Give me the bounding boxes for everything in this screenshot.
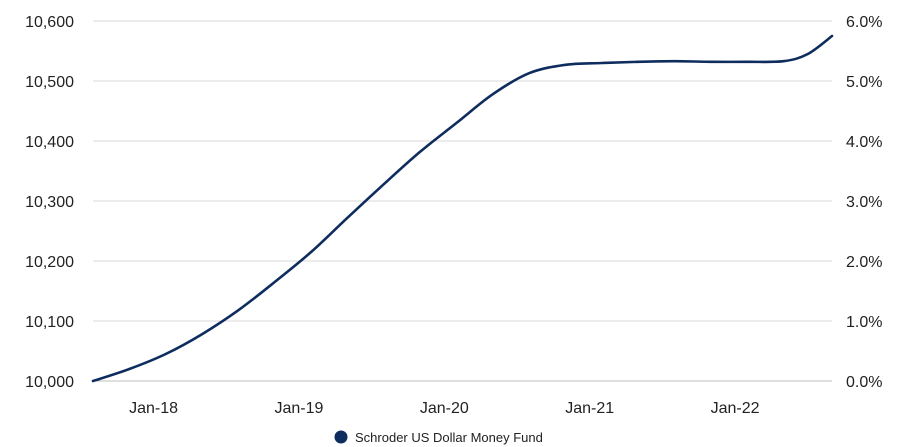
y-left-tick-label: 10,000	[25, 374, 74, 391]
series-line	[91, 34, 834, 383]
y-right-tick-label: 5.0%	[846, 74, 882, 91]
y-right-tick-label: 4.0%	[846, 134, 882, 151]
legend: Schroder US Dollar Money Fund	[334, 430, 543, 445]
x-tick-label: Jan-18	[129, 400, 178, 417]
series-group	[91, 34, 834, 383]
y-axis-right: 0.0% 1.0% 2.0% 3.0% 4.0% 5.0% 6.0%	[846, 14, 882, 391]
x-tick-label: Jan-21	[565, 400, 614, 417]
x-tick-label: Jan-20	[420, 400, 469, 417]
y-right-tick-label: 3.0%	[846, 194, 882, 211]
y-left-tick-label: 10,200	[25, 254, 74, 271]
y-left-tick-label: 10,300	[25, 194, 74, 211]
y-right-tick-label: 6.0%	[846, 14, 882, 31]
y-left-tick-label: 10,600	[25, 14, 74, 31]
legend-marker	[334, 430, 348, 444]
y-right-tick-label: 2.0%	[846, 254, 882, 271]
x-tick-label: Jan-19	[274, 400, 323, 417]
y-left-tick-label: 10,500	[25, 74, 74, 91]
y-left-tick-label: 10,100	[25, 314, 74, 331]
gridlines	[93, 20, 832, 322]
y-left-tick-label: 10,400	[25, 134, 74, 151]
y-axis-left: 10,000 10,100 10,200 10,300 10,400 10,500 10,6…	[25, 14, 74, 391]
x-axis: Jan-18 Jan-19 Jan-20 Jan-21 Jan-22	[93, 380, 832, 417]
y-right-tick-label: 0.0%	[846, 374, 882, 391]
legend-label: Schroder US Dollar Money Fund	[355, 430, 543, 445]
x-tick-label: Jan-22	[711, 400, 760, 417]
y-right-tick-label: 1.0%	[846, 314, 882, 331]
